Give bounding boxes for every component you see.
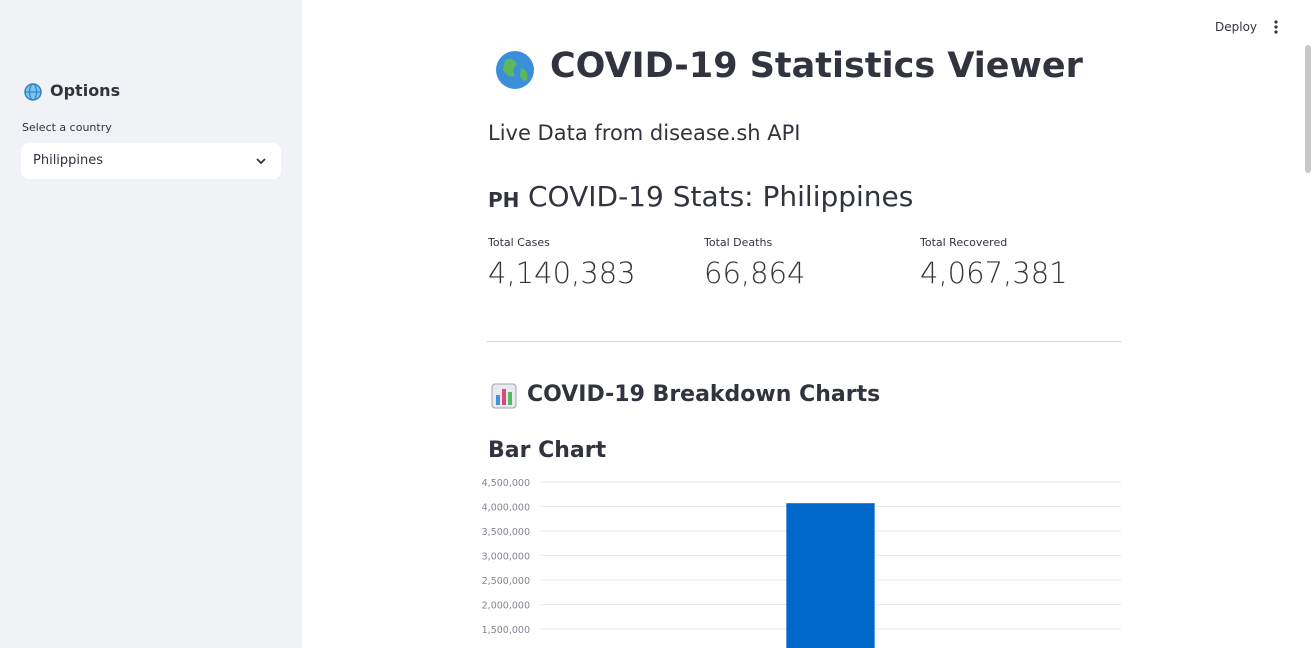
- y-tick-label: 2,500,000: [482, 576, 530, 587]
- sidebar-title: Options: [50, 81, 121, 100]
- metric-label: Total Recovered: [920, 236, 1008, 249]
- metric-label: Total Deaths: [704, 236, 773, 249]
- y-tick-label: 3,000,000: [482, 552, 530, 563]
- sidebar: Options Select a country Philippines: [0, 0, 302, 648]
- divider: [487, 341, 1121, 342]
- y-tick-label: 4,500,000: [482, 478, 530, 489]
- bar-chart: 1,500,000 2,000,000 2,500,000 3,000,000 3,50…: [482, 478, 1121, 648]
- y-tick-label: 4,000,000: [482, 503, 530, 514]
- y-tick-label: 3,500,000: [482, 527, 530, 538]
- select-value: Philippines: [33, 153, 104, 168]
- subtitle: Live Data from disease.sh API: [488, 121, 801, 145]
- earth-icon: [496, 51, 534, 89]
- metric-value: 66,864: [704, 256, 806, 290]
- chevron: [256, 158, 266, 165]
- page-title: COVID-19 Statistics Viewer: [550, 46, 1083, 86]
- y-tick-label: 2,000,000: [482, 601, 530, 612]
- deploy-button[interactable]: Deploy: [1215, 20, 1258, 34]
- stats-title: COVID-19 Stats: Philippines: [528, 180, 914, 213]
- charts-title: COVID-19 Breakdown Charts: [527, 382, 881, 407]
- globe-icon: [24, 83, 42, 101]
- y-tick-label: 1,500,000: [482, 625, 530, 636]
- chart-icon: [491, 383, 517, 409]
- bar: [786, 503, 875, 648]
- metric-value: 4,067,381: [920, 256, 1068, 290]
- menu-button[interactable]: [1270, 19, 1282, 35]
- country-select[interactable]: Philippines: [21, 143, 281, 179]
- select-label: Select a country: [22, 121, 112, 134]
- bar-chart-title: Bar Chart: [488, 438, 607, 463]
- metric-value: 4,140,383: [488, 256, 636, 290]
- scrollbar[interactable]: [1305, 45, 1311, 173]
- metric-label: Total Cases: [488, 236, 550, 249]
- flag: PH: [488, 188, 520, 212]
